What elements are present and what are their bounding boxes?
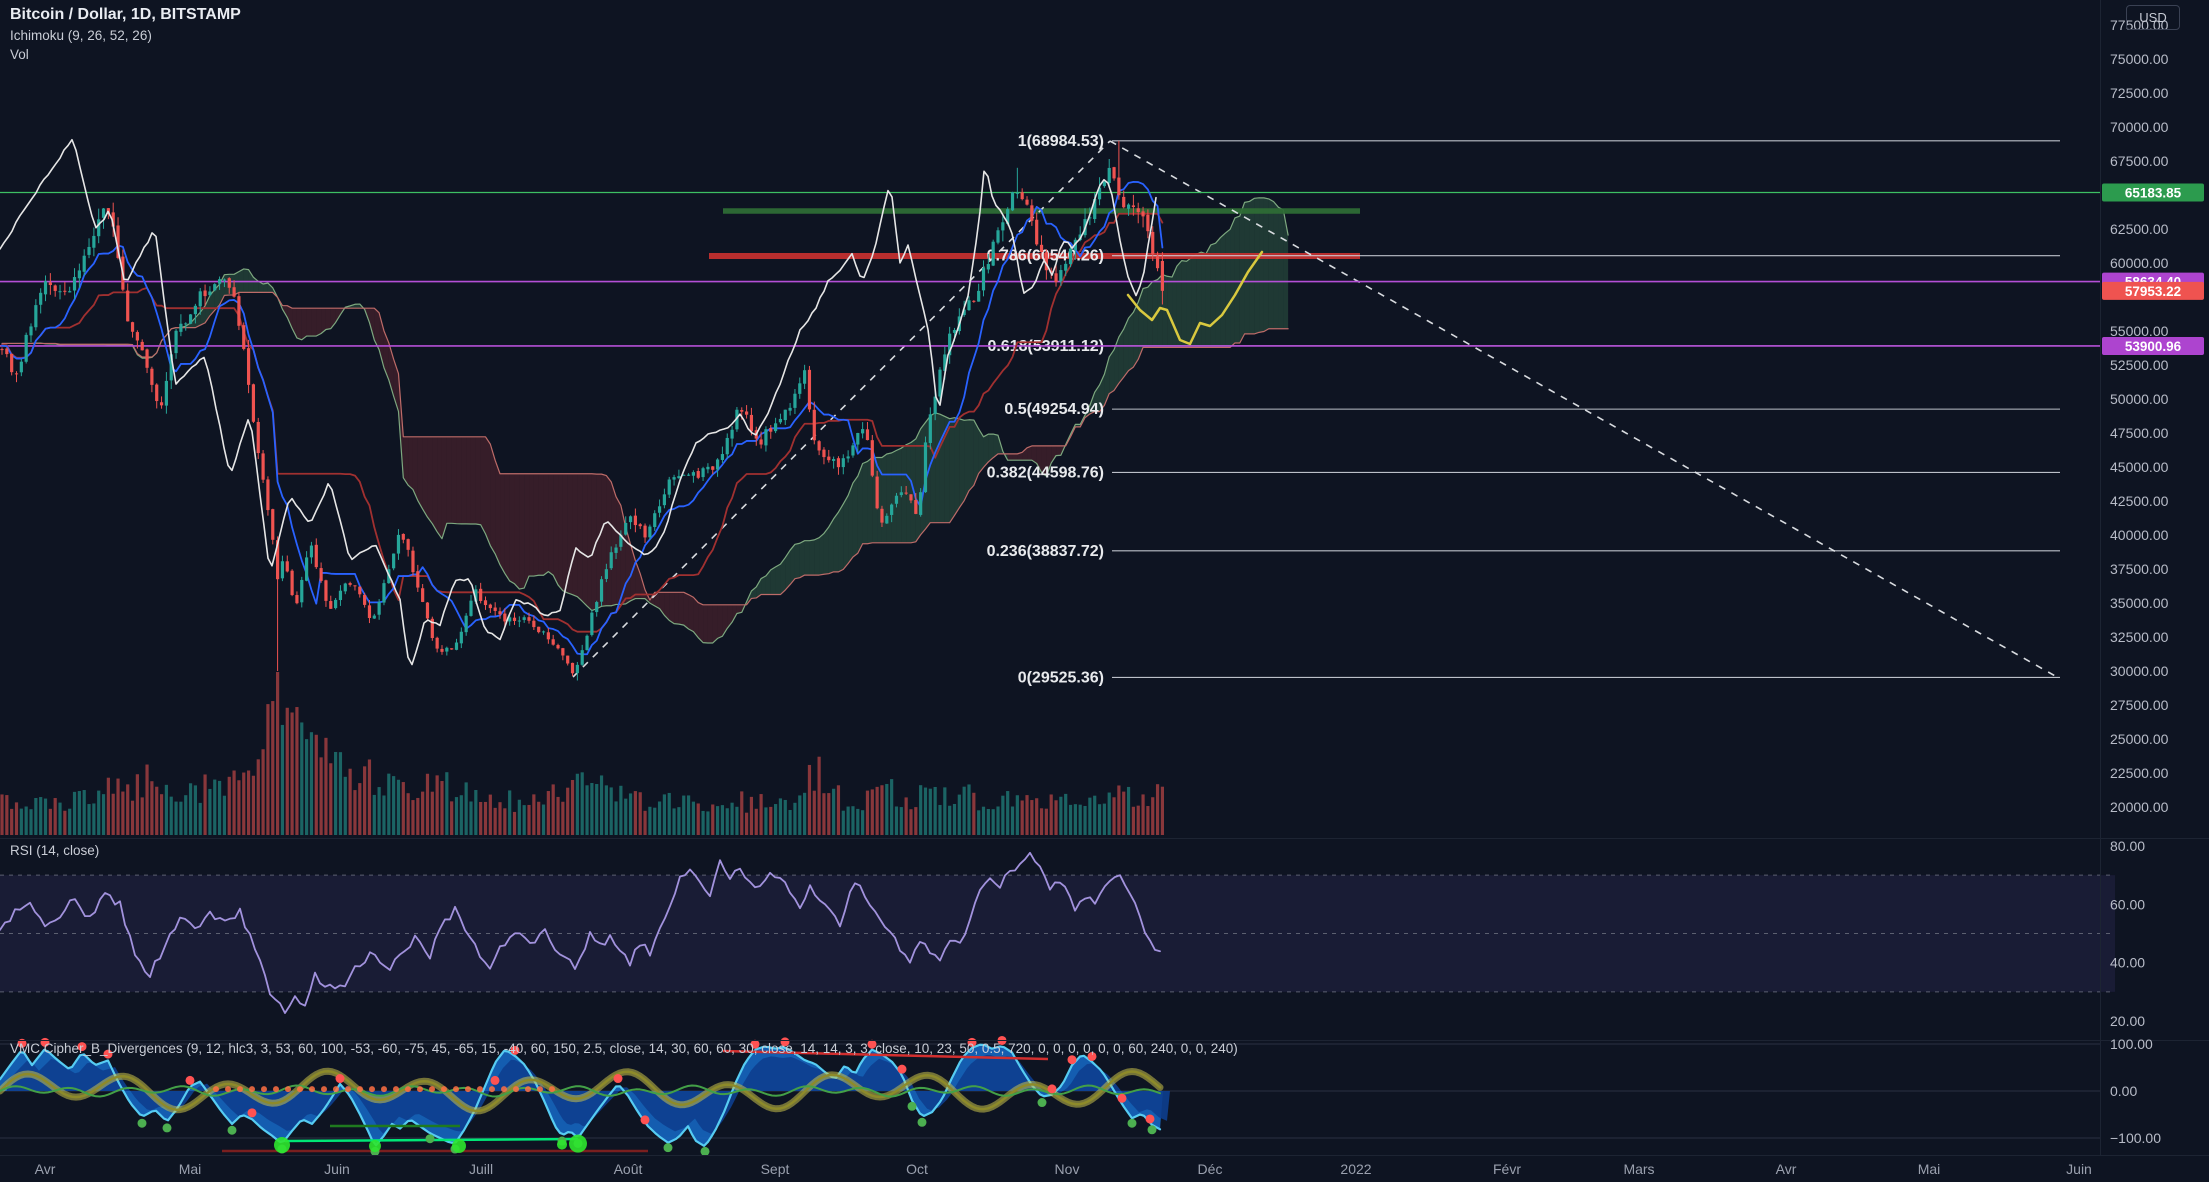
svg-text:Sept: Sept [761,1161,790,1177]
overlay-price-line [0,138,1157,666]
vmc-pane-label[interactable]: VMC Cipher_B_Divergences (9, 12, hlc3, 3… [10,1041,1238,1056]
svg-text:75000.00: 75000.00 [2110,51,2169,67]
svg-text:0.5(49254.94): 0.5(49254.94) [1004,401,1104,418]
svg-text:47500.00: 47500.00 [2110,425,2169,441]
svg-text:20.00: 20.00 [2110,1013,2145,1029]
pane-separators [0,0,2209,1156]
svg-text:1(68984.53): 1(68984.53) [1018,133,1104,150]
svg-text:80.00: 80.00 [2110,838,2145,854]
svg-text:Juin: Juin [324,1161,350,1177]
svg-text:40.00: 40.00 [2110,955,2145,971]
svg-text:−100.00: −100.00 [2110,1130,2161,1146]
svg-text:Juill: Juill [469,1161,493,1177]
svg-text:Août: Août [614,1161,643,1177]
svg-text:42500.00: 42500.00 [2110,493,2169,509]
svg-text:Nov: Nov [1055,1161,1080,1177]
rsi-pane-label[interactable]: RSI (14, close) [10,843,100,858]
svg-text:Avr: Avr [1776,1161,1797,1177]
svg-text:100.00: 100.00 [2110,1036,2153,1052]
svg-text:25000.00: 25000.00 [2110,731,2169,747]
svg-text:Mars: Mars [1623,1161,1654,1177]
svg-text:Avr: Avr [35,1161,56,1177]
svg-text:60000.00: 60000.00 [2110,255,2169,271]
symbol-title[interactable]: Bitcoin / Dollar, 1D, BITSTAMP [10,6,241,23]
time-axis[interactable]: Avr Mai Juin Juill Août Sept Oct Nov Déc 2022 Févr… [35,1161,2092,1177]
svg-text:0(29525.36): 0(29525.36) [1018,669,1104,686]
vmc-cipher-pane[interactable] [0,1035,2100,1156]
svg-text:45000.00: 45000.00 [2110,459,2169,475]
price-axis[interactable]: 77500.0075000.0072500.0070000.0067500.00… [2110,17,2169,1146]
svg-text:Oct: Oct [906,1161,928,1177]
svg-text:67500.00: 67500.00 [2110,153,2169,169]
volume-bars [0,672,1164,835]
svg-text:55000.00: 55000.00 [2110,323,2169,339]
svg-text:22500.00: 22500.00 [2110,765,2169,781]
svg-text:57953.22: 57953.22 [2125,284,2181,299]
yellow-curve [1126,250,1264,346]
fib-retracement[interactable]: 1(68984.53)0.786(60540.26)0.618(53911.12… [987,133,2060,687]
svg-text:72500.00: 72500.00 [2110,85,2169,101]
ichimoku-legend[interactable]: Ichimoku (9, 26, 52, 26) [10,28,152,43]
svg-text:Mai: Mai [179,1161,202,1177]
svg-text:0.382(44598.76): 0.382(44598.76) [987,464,1104,481]
svg-text:65183.85: 65183.85 [2125,185,2182,200]
svg-text:32500.00: 32500.00 [2110,629,2169,645]
svg-text:Mai: Mai [1918,1161,1941,1177]
svg-text:52500.00: 52500.00 [2110,357,2169,373]
rsi-pane[interactable] [0,851,2115,1014]
svg-text:0.236(38837.72): 0.236(38837.72) [987,543,1104,560]
svg-text:Févr: Févr [1493,1161,1521,1177]
svg-text:40000.00: 40000.00 [2110,527,2169,543]
svg-text:70000.00: 70000.00 [2110,119,2169,135]
svg-text:2022: 2022 [1340,1161,1371,1177]
svg-text:62500.00: 62500.00 [2110,221,2169,237]
svg-text:20000.00: 20000.00 [2110,799,2169,815]
horizontal-level-lines[interactable] [0,191,2100,347]
chart-legend: Bitcoin / Dollar, 1D, BITSTAMP Ichimoku … [10,6,241,62]
svg-text:Juin: Juin [2066,1161,2092,1177]
svg-text:35000.00: 35000.00 [2110,595,2169,611]
svg-text:50000.00: 50000.00 [2110,391,2169,407]
currency-toggle-button[interactable]: USD [2126,5,2180,30]
volume-legend[interactable]: Vol [10,47,29,62]
svg-text:60.00: 60.00 [2110,896,2145,912]
svg-text:0.00: 0.00 [2110,1083,2137,1099]
svg-text:27500.00: 27500.00 [2110,697,2169,713]
svg-text:53900.96: 53900.96 [2125,339,2182,354]
svg-text:Déc: Déc [1198,1161,1223,1177]
svg-text:30000.00: 30000.00 [2110,663,2169,679]
svg-text:37500.00: 37500.00 [2110,561,2169,577]
